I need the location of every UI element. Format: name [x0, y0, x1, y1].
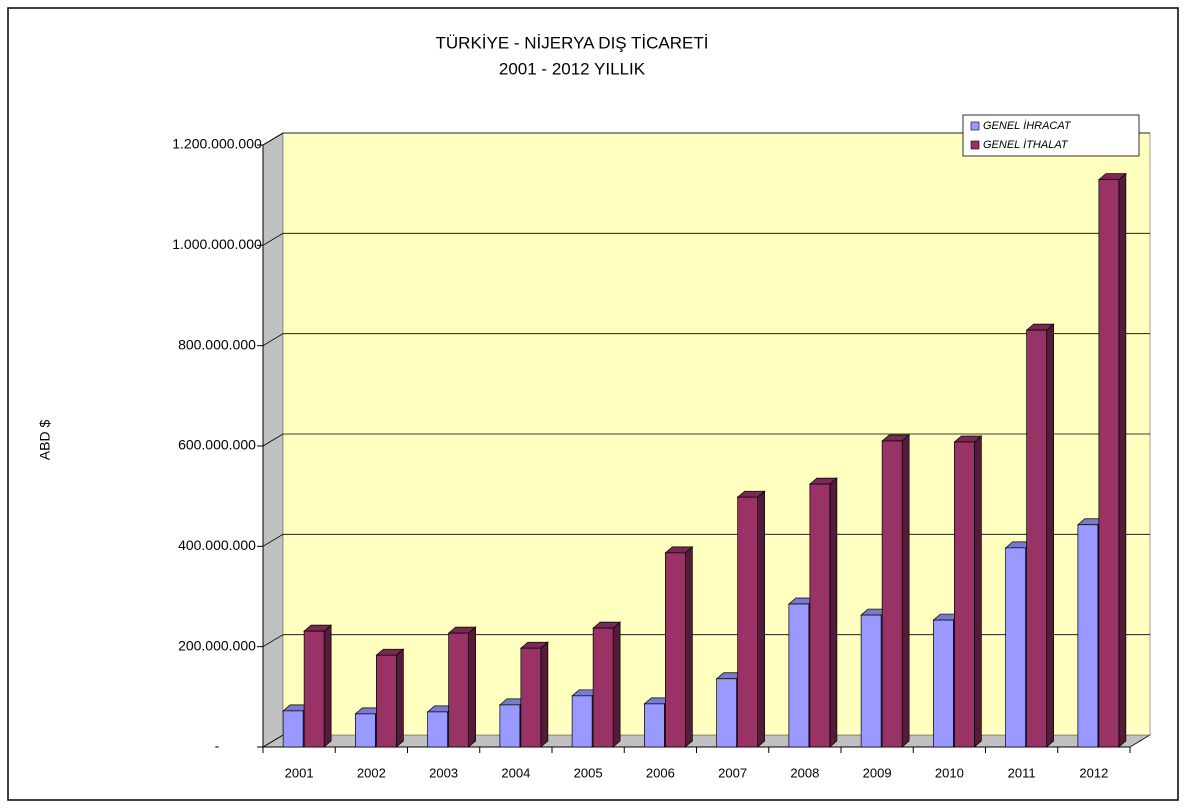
x-tick-label: 2006 — [646, 765, 675, 780]
bar-side — [468, 626, 476, 748]
x-tick-label: 2007 — [718, 765, 747, 780]
bar-front — [376, 654, 397, 748]
bar-side — [829, 477, 838, 748]
chart-subtitle: 2001 - 2012 YILLIK — [499, 59, 646, 78]
bar-front — [592, 627, 614, 748]
grid-line — [262, 132, 1150, 146]
y-axis-label: ABD $ — [37, 420, 53, 461]
grid-line — [262, 333, 1150, 347]
grid-line — [262, 433, 1150, 447]
grid-line — [262, 533, 1150, 547]
bar-front — [933, 619, 954, 748]
bar-front — [860, 614, 882, 748]
bar — [375, 648, 405, 748]
x-tick-label: 2005 — [574, 765, 603, 780]
x-tick-label: 2004 — [501, 765, 530, 780]
grid-line — [262, 232, 1150, 246]
bar-side — [1118, 172, 1127, 748]
bar-front — [809, 483, 831, 748]
bar-front — [1026, 329, 1047, 748]
bar-front — [427, 711, 448, 748]
bar — [592, 621, 622, 748]
bar-front — [665, 552, 686, 748]
x-tick-label: 2002 — [357, 765, 386, 780]
x-tick-label: 2011 — [1008, 765, 1036, 780]
bar-side — [974, 435, 982, 748]
bar-side — [901, 434, 910, 748]
bar-front — [1005, 547, 1026, 748]
bar-front — [716, 678, 737, 748]
legend-swatch — [970, 140, 980, 150]
bar-front — [881, 440, 903, 748]
bar — [736, 490, 766, 748]
bar-front — [448, 632, 469, 748]
bar — [1025, 323, 1055, 748]
bar — [881, 434, 911, 748]
bar-front — [571, 695, 593, 748]
legend-label: GENEL İTHALAT — [983, 139, 1069, 151]
bar-side — [685, 546, 693, 748]
bar-front — [788, 603, 810, 748]
bar-front — [737, 496, 758, 748]
legend-swatch — [970, 121, 980, 131]
bar-side — [1046, 323, 1054, 748]
bar-side — [612, 621, 621, 748]
bar — [1097, 172, 1127, 748]
bar-front — [1077, 524, 1099, 748]
y-tick-label: 600.000.000 — [178, 437, 256, 453]
bar-front — [644, 703, 665, 748]
bar-side — [757, 490, 765, 748]
y-tick-label: 200.000.000 — [178, 637, 256, 653]
legend-box — [962, 114, 1140, 157]
x-tick-label: 2003 — [429, 765, 458, 780]
bar-front — [499, 704, 521, 748]
bar — [303, 624, 333, 748]
legend-label: GENEL İHRACAT — [983, 120, 1072, 132]
bar-front — [303, 630, 325, 748]
x-tick-label: 2012 — [1079, 765, 1108, 780]
bar — [447, 626, 477, 748]
bar-side — [323, 624, 332, 748]
bar-side — [396, 648, 404, 748]
bar-side — [540, 641, 549, 748]
y-tick-label: - — [215, 738, 220, 754]
bar — [519, 641, 549, 748]
x-tick-label: 2008 — [790, 765, 819, 780]
y-tick-label: 1.000.000.000 — [172, 236, 262, 252]
bar-front — [1098, 179, 1120, 748]
x-tick-label: 2001 — [285, 765, 314, 780]
bar — [664, 546, 694, 748]
y-tick-label: 1.200.000.000 — [172, 136, 262, 152]
bar — [953, 435, 983, 748]
bar-front — [355, 713, 376, 748]
chart-title: TÜRKİYE - NİJERYA DIŞ TİCARETİ — [436, 33, 709, 52]
bar — [808, 477, 838, 748]
bar-front — [954, 441, 975, 748]
x-tick-label: 2010 — [935, 765, 964, 780]
bar-front — [282, 710, 304, 748]
x-tick-label: 2009 — [863, 765, 892, 780]
bar-front — [520, 647, 542, 748]
y-tick-label: 400.000.000 — [178, 537, 256, 553]
y-tick-label: 800.000.000 — [178, 336, 256, 352]
